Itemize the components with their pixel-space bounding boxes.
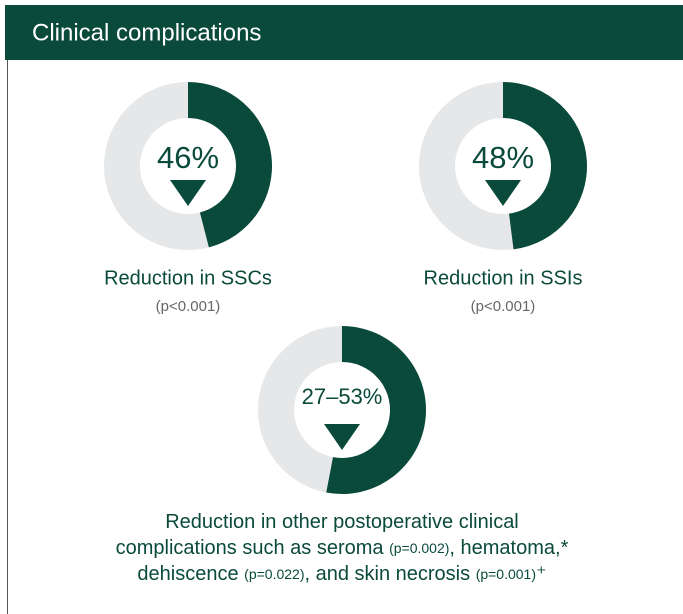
- down-triangle: [485, 180, 521, 206]
- donut-arc: [188, 82, 272, 248]
- donut-arc: [326, 326, 426, 494]
- stat-label: 48%: [472, 140, 534, 175]
- caption-line: Reduction in other postoperative clinica…: [165, 511, 519, 533]
- caption-text: complications such as seroma: [116, 537, 389, 559]
- stat-note: (p<0.001): [471, 298, 536, 315]
- caption-text: ⁺: [536, 563, 547, 585]
- caption-text: Reduction in other postoperative clinica…: [165, 511, 519, 533]
- caption-note: (p=0.001): [476, 566, 536, 582]
- header-bar: [5, 5, 683, 60]
- header-title: Clinical complications: [32, 19, 261, 46]
- stat-label: 46%: [157, 140, 219, 175]
- caption-note: (p=0.022): [244, 566, 304, 582]
- caption-text: dehiscence: [137, 563, 244, 585]
- donut-arc: [503, 82, 587, 250]
- caption-line: complications such as seroma (p=0.002), …: [116, 537, 569, 559]
- down-triangle: [170, 180, 206, 206]
- caption-line: dehiscence (p=0.022), and skin necrosis …: [137, 563, 546, 585]
- stat-note: (p<0.001): [156, 298, 221, 315]
- down-triangle: [324, 424, 360, 450]
- stat-label: 27–53%: [302, 384, 383, 409]
- stat-caption: Reduction in SSCs: [104, 267, 272, 289]
- stat-caption: Reduction in SSIs: [424, 267, 583, 289]
- caption-text: , hematoma,*: [449, 537, 568, 559]
- caption-note: (p=0.002): [389, 540, 449, 556]
- caption-text: , and skin necrosis: [304, 563, 475, 585]
